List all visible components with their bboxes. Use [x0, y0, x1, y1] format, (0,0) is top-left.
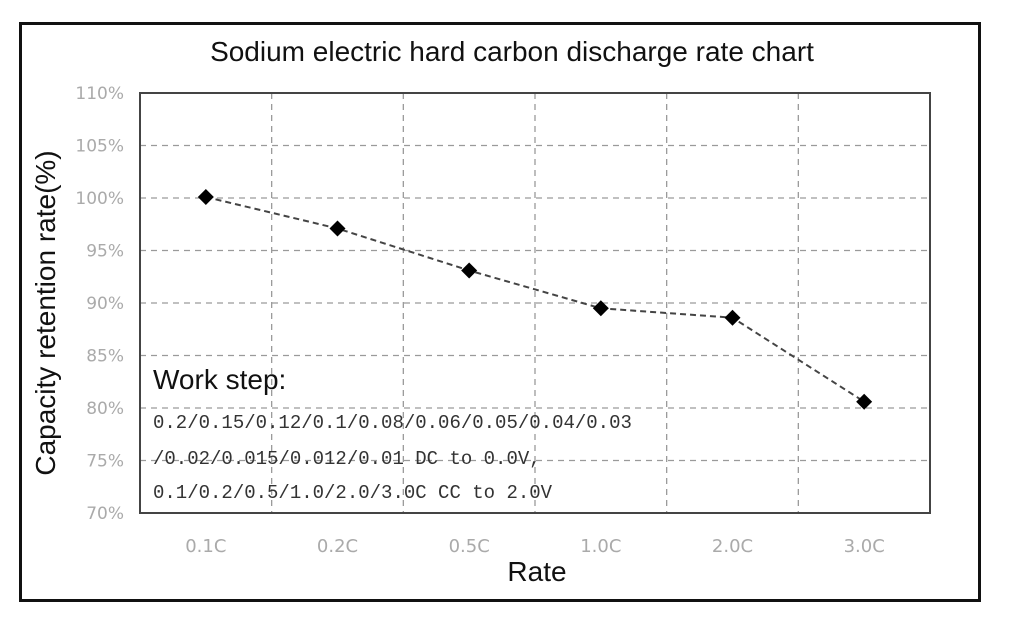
data-point-marker	[724, 309, 741, 326]
x-tick-label: 2.0C	[712, 536, 753, 557]
y-tick-label: 80%	[86, 399, 124, 419]
y-tick-label: 105%	[75, 137, 124, 157]
data-point-marker	[461, 262, 478, 279]
work-step-line-1: 0.2/0.15/0.12/0.1/0.08/0.06/0.05/0.04/0.…	[153, 412, 632, 434]
y-tick-label: 85%	[86, 347, 124, 367]
plot-border	[139, 92, 931, 514]
x-tick-label: 3.0C	[844, 536, 885, 557]
x-tick-label: 0.1C	[185, 536, 226, 557]
y-tick-label: 95%	[86, 242, 124, 262]
y-tick-label: 90%	[86, 294, 124, 314]
work-step-line-3: 0.1/0.2/0.5/1.0/2.0/3.0C CC to 2.0V	[153, 482, 553, 504]
data-point-marker	[197, 188, 214, 205]
data-point-marker	[592, 300, 609, 317]
x-tick-label: 1.0C	[580, 536, 621, 557]
y-tick-label: 75%	[86, 452, 124, 472]
x-tick-label: 0.5C	[449, 536, 490, 557]
y-tick-label: 110%	[75, 84, 124, 104]
data-point-marker	[329, 220, 346, 237]
data-point-marker	[856, 393, 873, 410]
x-tick-label: 0.2C	[317, 536, 358, 557]
y-axis-label: Capacity retention rate(%)	[30, 150, 61, 476]
x-axis-label: Rate	[507, 556, 567, 587]
y-tick-label: 100%	[75, 189, 124, 209]
series-line	[205, 196, 865, 403]
y-tick-label: 70%	[86, 504, 124, 524]
chart-title: Sodium electric hard carbon discharge ra…	[210, 36, 814, 67]
work-step-line-2: /0.02/0.015/0.012/0.01 DC to 0.0V,	[153, 448, 541, 470]
work-step-heading: Work step:	[153, 364, 287, 395]
